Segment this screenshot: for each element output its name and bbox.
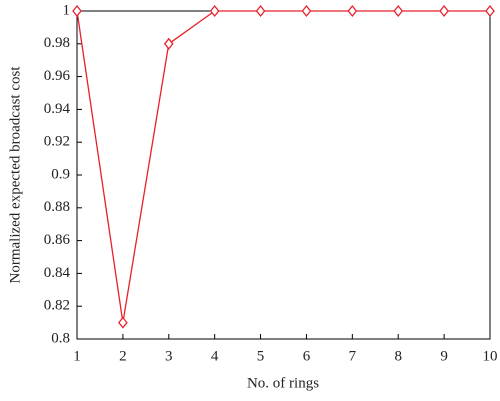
marker [485, 4, 495, 18]
x-tick-label: 6 [303, 348, 311, 364]
marker [347, 4, 358, 18]
y-tick-label: 0.8 [51, 330, 70, 346]
y-tick-label: 0.92 [44, 134, 70, 150]
marker [439, 4, 449, 18]
series-line [76, 10, 490, 323]
x-tick-label: 9 [440, 348, 448, 364]
x-axis-label: No. of rings [247, 375, 319, 391]
y-tick-label: 0.82 [44, 298, 70, 314]
y-tick-label: 0.9 [51, 166, 70, 182]
y-tick-label: 0.94 [44, 101, 71, 117]
y-tick-label: 0.98 [44, 35, 70, 51]
plot-frame [76, 10, 491, 340]
x-tick-label: 3 [165, 348, 173, 364]
y-tick-label: 0.84 [44, 265, 71, 281]
y-axis-label: Normalized expected broadcast cost [7, 66, 23, 284]
x-tick-label: 8 [394, 348, 402, 364]
x-tick-label: 5 [257, 348, 265, 364]
marker [393, 4, 404, 18]
x-tick-label: 4 [211, 348, 219, 364]
y-tick-label: 0.86 [44, 232, 71, 248]
y-tick-label: 0.88 [44, 199, 70, 215]
y-tick-label: 1 [63, 2, 71, 18]
marker [118, 316, 128, 329]
marker [72, 4, 82, 18]
marker [301, 4, 312, 18]
x-tick-label: 2 [119, 348, 127, 364]
x-tick-label: 1 [73, 348, 81, 364]
marker [209, 4, 220, 18]
marker [163, 37, 174, 50]
x-tick-label: 7 [349, 348, 357, 364]
x-tick-label: 10 [483, 348, 498, 364]
y-tick-label: 0.96 [44, 68, 71, 84]
marker [255, 4, 266, 18]
